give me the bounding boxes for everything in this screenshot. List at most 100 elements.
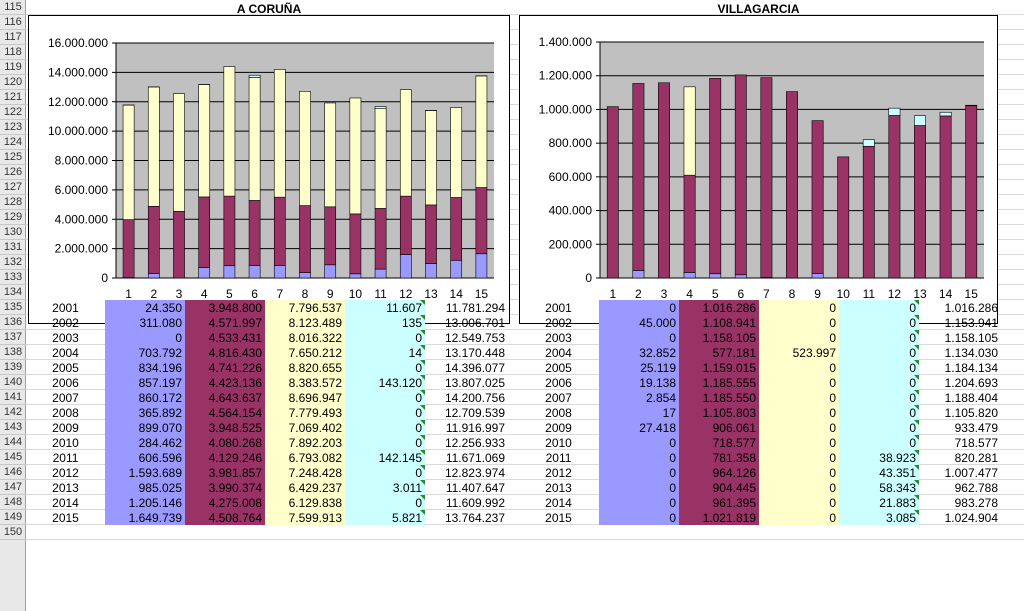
- value-cell[interactable]: 1.153.941: [944, 316, 998, 330]
- value-cell[interactable]: 1.105.820: [944, 406, 998, 420]
- row-number[interactable]: 125: [0, 150, 26, 165]
- value-cell[interactable]: 7.796.537: [265, 300, 345, 315]
- row-number[interactable]: 128: [0, 195, 26, 210]
- row-number[interactable]: 118: [0, 45, 26, 60]
- value-cell[interactable]: 0: [759, 465, 839, 480]
- row-number[interactable]: 142: [0, 405, 26, 420]
- year-cell[interactable]: 2008: [52, 406, 79, 420]
- value-cell[interactable]: 3.948.800: [185, 300, 265, 315]
- year-cell[interactable]: 2006: [52, 376, 79, 390]
- row-number[interactable]: 134: [0, 285, 26, 300]
- year-cell[interactable]: 2013: [52, 481, 79, 495]
- value-cell[interactable]: 857.197: [105, 375, 185, 390]
- value-cell[interactable]: 0: [759, 510, 839, 525]
- value-cell[interactable]: 14.200.756: [444, 391, 505, 405]
- year-cell[interactable]: 2013: [545, 481, 572, 495]
- value-cell[interactable]: 3.948.525: [185, 420, 265, 435]
- row-number[interactable]: 116: [0, 15, 26, 30]
- value-cell[interactable]: 0: [759, 450, 839, 465]
- row-number[interactable]: 144: [0, 435, 26, 450]
- value-cell[interactable]: 4.275.008: [185, 495, 265, 510]
- value-cell[interactable]: 7.892.203: [265, 435, 345, 450]
- value-cell[interactable]: 0: [345, 405, 425, 420]
- row-number[interactable]: 127: [0, 180, 26, 195]
- row-number[interactable]: 133: [0, 270, 26, 285]
- value-cell[interactable]: 12.256.933: [444, 436, 505, 450]
- value-cell[interactable]: 11.607: [345, 300, 425, 315]
- row-number[interactable]: 147: [0, 480, 26, 495]
- value-cell[interactable]: 0: [759, 405, 839, 420]
- value-cell[interactable]: 21.883: [839, 495, 919, 510]
- value-cell[interactable]: 4.533.431: [185, 330, 265, 345]
- value-cell[interactable]: 1.205.146: [105, 495, 185, 510]
- value-cell[interactable]: 5.821: [345, 510, 425, 525]
- value-cell[interactable]: 0: [759, 480, 839, 495]
- year-cell[interactable]: 2009: [52, 421, 79, 435]
- value-cell[interactable]: 577.181: [679, 345, 759, 360]
- value-cell[interactable]: 0: [599, 510, 679, 525]
- row-number[interactable]: 117: [0, 30, 26, 45]
- chart-villagarcia[interactable]: VILLAGARCIA 0 200.000 400.000 600.000 800.00…: [519, 2, 998, 324]
- value-cell[interactable]: 1.649.739: [105, 510, 185, 525]
- value-cell[interactable]: 3.085: [839, 510, 919, 525]
- row-number[interactable]: 137: [0, 330, 26, 345]
- value-cell[interactable]: 24.350: [105, 300, 185, 315]
- value-cell[interactable]: 32.852: [599, 345, 679, 360]
- value-cell[interactable]: 1.188.404: [944, 391, 998, 405]
- value-cell[interactable]: 8.016.322: [265, 330, 345, 345]
- value-cell[interactable]: 0: [759, 315, 839, 330]
- value-cell[interactable]: 6.429.237: [265, 480, 345, 495]
- value-cell[interactable]: 3.981.857: [185, 465, 265, 480]
- value-cell[interactable]: 1.021.819: [679, 510, 759, 525]
- value-cell[interactable]: 1.158.105: [944, 331, 998, 345]
- value-cell[interactable]: 3.011: [345, 480, 425, 495]
- year-cell[interactable]: 2003: [545, 331, 572, 345]
- value-cell[interactable]: 45.000: [599, 315, 679, 330]
- value-cell[interactable]: 4.508.764: [185, 510, 265, 525]
- year-cell[interactable]: 2004: [52, 346, 79, 360]
- year-cell[interactable]: 2003: [52, 331, 79, 345]
- chart-a-coruna[interactable]: A CORUÑA 0 2.000.000 4.000.000 6.000.000 8.0…: [28, 2, 510, 324]
- row-number[interactable]: 146: [0, 465, 26, 480]
- value-cell[interactable]: 14.396.077: [444, 361, 505, 375]
- value-cell[interactable]: 0: [345, 420, 425, 435]
- year-cell[interactable]: 2004: [545, 346, 572, 360]
- row-number[interactable]: 148: [0, 495, 26, 510]
- value-cell[interactable]: 284.462: [105, 435, 185, 450]
- value-cell[interactable]: 0: [839, 300, 919, 315]
- value-cell[interactable]: 1.185.555: [679, 375, 759, 390]
- value-cell[interactable]: 0: [839, 315, 919, 330]
- value-cell[interactable]: 0: [759, 435, 839, 450]
- value-cell[interactable]: 11.916.997: [445, 421, 505, 435]
- value-cell[interactable]: 904.445: [679, 480, 759, 495]
- value-cell[interactable]: 983.278: [954, 496, 998, 510]
- value-cell[interactable]: 12.823.974: [444, 466, 505, 480]
- value-cell[interactable]: 43.351: [839, 465, 919, 480]
- value-cell[interactable]: 6.129.838: [265, 495, 345, 510]
- value-cell[interactable]: 0: [839, 420, 919, 435]
- year-cell[interactable]: 2001: [52, 301, 79, 315]
- value-cell[interactable]: 0: [839, 360, 919, 375]
- value-cell[interactable]: 8.383.572: [265, 375, 345, 390]
- row-number[interactable]: 138: [0, 345, 26, 360]
- value-cell[interactable]: 12.549.753: [444, 331, 505, 345]
- value-cell[interactable]: 25.119: [599, 360, 679, 375]
- value-cell[interactable]: 860.172: [105, 390, 185, 405]
- value-cell[interactable]: 820.281: [954, 451, 998, 465]
- year-cell[interactable]: 2007: [52, 391, 79, 405]
- value-cell[interactable]: 0: [759, 495, 839, 510]
- row-number[interactable]: 139: [0, 360, 26, 375]
- value-cell[interactable]: 0: [759, 330, 839, 345]
- row-number[interactable]: 122: [0, 105, 26, 120]
- value-cell[interactable]: 933.479: [954, 421, 998, 435]
- value-cell[interactable]: 7.650.212: [265, 345, 345, 360]
- year-cell[interactable]: 2011: [545, 451, 572, 465]
- value-cell[interactable]: 17: [599, 405, 679, 420]
- value-cell[interactable]: 0: [759, 360, 839, 375]
- year-cell[interactable]: 2014: [52, 496, 79, 510]
- year-cell[interactable]: 2001: [545, 301, 572, 315]
- value-cell[interactable]: 1.108.941: [679, 315, 759, 330]
- value-cell[interactable]: 7.248.428: [265, 465, 345, 480]
- value-cell[interactable]: 11.407.647: [445, 481, 505, 495]
- value-cell[interactable]: 1.159.015: [679, 360, 759, 375]
